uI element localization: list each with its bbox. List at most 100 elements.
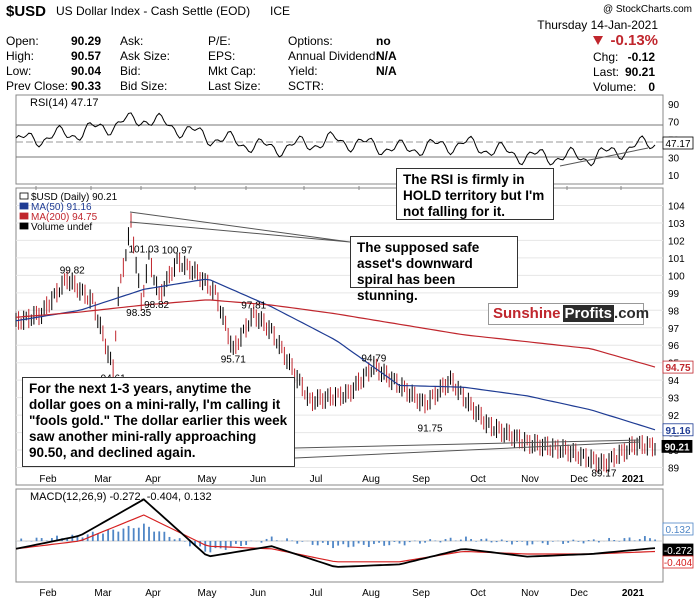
macd-histogram-bar [245, 541, 248, 546]
macd-histogram-bar [291, 540, 294, 542]
x-tick-label: Sep [412, 588, 430, 599]
macd-histogram-bar [618, 541, 621, 542]
macd-histogram-bar [378, 541, 380, 543]
quote-value: 90.29 [71, 34, 101, 48]
rsi-tick-label: 10 [668, 171, 680, 182]
price-annotation: 97.81 [241, 301, 266, 312]
macd-panel-frame [15, 488, 664, 583]
watermark-part3: .com [614, 305, 650, 322]
x-tick-label: May [198, 474, 217, 485]
macd-histogram-bar [551, 541, 554, 542]
macd-histogram-bar [153, 531, 156, 542]
x-tick-label: Apr [145, 474, 161, 485]
macd-tag [662, 522, 694, 536]
macd-histogram-bar [20, 538, 23, 542]
macd-histogram-bar [56, 535, 58, 542]
price-tick-label: 97 [668, 324, 680, 335]
volume-label: Volume: [593, 80, 636, 94]
price-tick-label: 100 [668, 271, 685, 282]
macd-histogram-bar [434, 540, 437, 542]
legend-swatch [19, 212, 29, 220]
macd-histogram-bar [204, 541, 207, 552]
macd-histogram-bar [229, 541, 232, 547]
price-annotation: 98.82 [144, 300, 169, 311]
legend-swatch [19, 222, 29, 230]
quote-label: Ask Size: [120, 49, 170, 63]
macd-histogram-bar [638, 539, 641, 542]
macd-signal-line [15, 514, 656, 563]
ma50-line [15, 278, 656, 431]
legend-entry: MA(200) 94.75 [31, 212, 98, 223]
macd-histogram-bar [383, 541, 386, 546]
price-annotation: 98.35 [126, 308, 151, 319]
rsi-tick-label: 30 [668, 153, 680, 164]
macd-histogram-bar [623, 538, 626, 542]
quote-value: N/A [376, 49, 397, 63]
macd-histogram-bar [393, 541, 396, 542]
fools-pointer-top [294, 439, 641, 449]
quote-label: Options: [288, 34, 333, 48]
price-tag [661, 439, 693, 453]
macd-histogram-bar [403, 541, 406, 546]
macd-histogram-bar [485, 538, 488, 542]
symbol-name: US Dollar Index - Cash Settle (EOD) [56, 4, 250, 18]
macd-histogram-bar [40, 538, 43, 542]
macd-histogram-bar [459, 539, 462, 542]
x-tick-label: Mar [94, 588, 112, 599]
quote-label: EPS: [208, 49, 235, 63]
macd-histogram-bar [275, 540, 278, 542]
macd-tag [662, 555, 694, 569]
rsi-callout: The RSI is firmly in HOLD territory but … [396, 168, 554, 220]
macd-histogram-bar [342, 541, 345, 545]
macd-histogram-bar [311, 541, 314, 545]
rsi-panel: RSI(14) 47.17 1030507090 47.17 [15, 94, 694, 185]
price-tick-label: 92 [668, 411, 680, 422]
price-tick-label: 96 [668, 341, 680, 352]
macd-histogram-bar [327, 541, 329, 546]
macd-histogram-bar [286, 538, 288, 542]
macd-histogram-bar [194, 541, 196, 546]
watermark-logo: Sunshine Profits .com [488, 303, 649, 325]
x-tick-label: Mar [94, 474, 112, 485]
macd-histogram-bar [649, 538, 651, 542]
rsi-tick-label: 90 [668, 100, 680, 111]
macd-histogram-bar [81, 537, 84, 542]
macd-histogram-bar [158, 531, 161, 542]
macd-histogram-bar [526, 541, 529, 546]
macd-histogram-bar [127, 525, 130, 542]
chg-value: -0.12 [628, 50, 656, 64]
price-tag-text: 90.21 [664, 442, 689, 453]
macd-histogram-bar [260, 541, 263, 543]
macd-histogram-bar [582, 541, 585, 544]
macd-histogram-bar [495, 541, 498, 543]
macd-histogram-bar [367, 541, 370, 548]
price-tag-text: 94.75 [665, 363, 690, 374]
price-tick-label: 103 [668, 219, 685, 230]
macd-histogram-bar [490, 541, 493, 543]
macd-histogram-bar [296, 541, 299, 544]
rsi-value-tag [662, 136, 694, 150]
price-annotation: 95.71 [221, 354, 246, 365]
macd-histogram-bar [357, 541, 360, 544]
watermark-part2: Profits [562, 305, 615, 322]
price-tag [662, 360, 694, 374]
macd-histogram-bar [597, 541, 600, 543]
quote-value: N/A [376, 64, 397, 78]
macd-histogram-bar [613, 539, 616, 542]
x-tick-label: Feb [39, 474, 57, 485]
macd-histogram-bar [470, 538, 472, 542]
macd-histogram-bar [505, 541, 508, 543]
macd-histogram-bar [301, 541, 304, 542]
macd-histogram-bar [163, 531, 166, 542]
legend-swatch [19, 202, 29, 210]
macd-histogram-bar [480, 538, 483, 542]
macd-histogram-bar [224, 541, 227, 550]
macd-histogram-bar [178, 538, 181, 542]
macd-histogram-bar [66, 538, 69, 542]
quote-value: 90.33 [71, 79, 101, 93]
x-tick-label: Apr [145, 588, 161, 599]
last-value: 90.21 [625, 65, 655, 79]
x-tick-label: Dec [570, 474, 588, 485]
price-annotation: 99.82 [60, 265, 85, 276]
